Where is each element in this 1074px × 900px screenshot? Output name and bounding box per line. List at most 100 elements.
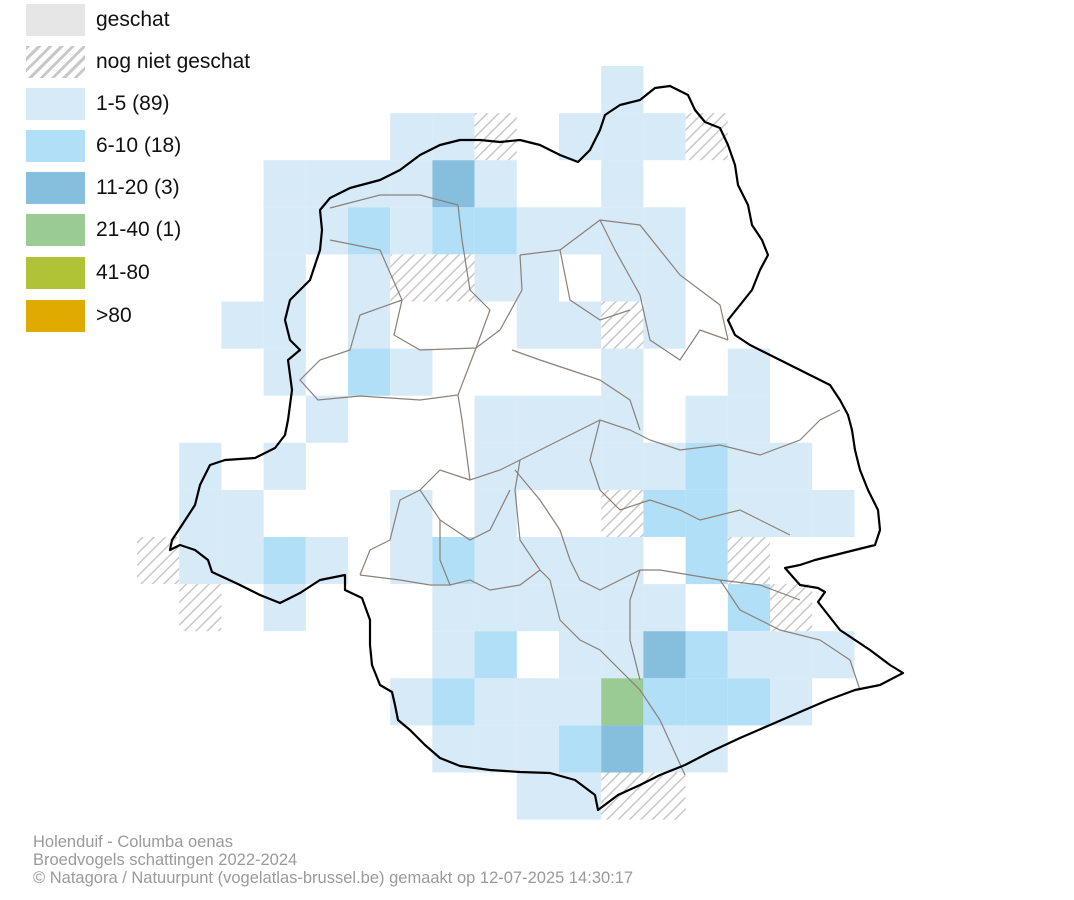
grid-cell-1-5 xyxy=(727,442,770,490)
grid-cell-6-10 xyxy=(685,442,728,490)
grid-cell-1-5 xyxy=(179,537,222,585)
grid-cell-not-estimated xyxy=(390,254,433,302)
grid-cell-6-10 xyxy=(643,678,686,726)
legend-swatch xyxy=(26,46,85,78)
grid-cell-6-10 xyxy=(432,678,475,726)
legend-swatch xyxy=(26,257,85,289)
grid-cell-1-5 xyxy=(474,584,517,632)
grid-cell-1-5 xyxy=(263,207,306,255)
grid-cell-1-5 xyxy=(601,207,644,255)
grid-cell-1-5 xyxy=(516,254,559,302)
grid-cell-6-10 xyxy=(263,537,306,585)
grid-cell-1-5 xyxy=(727,489,770,537)
grid-cell-1-5 xyxy=(516,395,559,443)
grid-cell-1-5 xyxy=(559,442,602,490)
legend-item-11-20: 11-20 (3) xyxy=(26,172,326,204)
map-credits: Holenduif - Columba oenas Broedvogels sc… xyxy=(33,833,633,887)
grid-cell-1-5 xyxy=(474,160,517,208)
grid-cell-1-5 xyxy=(601,160,644,208)
grid-cell-1-5 xyxy=(559,678,602,726)
grid-cell-1-5 xyxy=(601,631,644,679)
grid-cell-6-10 xyxy=(685,631,728,679)
grid-cell-1-5 xyxy=(516,301,559,349)
grid-cell-6-10 xyxy=(685,537,728,585)
grid-cell-1-5 xyxy=(474,537,517,585)
grid-cell-11-20 xyxy=(432,160,475,208)
grid-cell-1-5 xyxy=(263,160,306,208)
grid-cell-1-5 xyxy=(812,631,855,679)
grid-cell-1-5 xyxy=(516,772,559,820)
grid-cell-1-5 xyxy=(348,254,391,302)
grid-cell-1-5 xyxy=(559,631,602,679)
grid-cell-1-5 xyxy=(643,584,686,632)
grid-cell-1-5 xyxy=(559,584,602,632)
legend-label: >80 xyxy=(96,304,132,327)
grid-cell-1-5 xyxy=(474,395,517,443)
grid-cell-not-estimated xyxy=(474,113,517,161)
grid-cell-1-5 xyxy=(643,442,686,490)
grid-cell-1-5 xyxy=(559,537,602,585)
grid-cell-not-estimated xyxy=(179,584,222,632)
grid-cell-1-5 xyxy=(559,207,602,255)
grid-cell-1-5 xyxy=(770,678,813,726)
grid-cell-1-5 xyxy=(305,207,348,255)
grid-cell-6-10 xyxy=(432,207,475,255)
grid-cell-1-5 xyxy=(643,301,686,349)
grid-cell-1-5 xyxy=(601,113,644,161)
region-outline xyxy=(168,84,905,812)
grid-cell-1-5 xyxy=(305,395,348,443)
grid-cell-1-5 xyxy=(770,442,813,490)
grid-cell-6-10 xyxy=(685,489,728,537)
grid-cell-1-5 xyxy=(770,489,813,537)
grid-cell-1-5 xyxy=(643,725,686,773)
grid-cell-1-5 xyxy=(559,395,602,443)
legend-item-not-estimated: nog niet geschat xyxy=(26,46,326,78)
grid-cell-1-5 xyxy=(685,725,728,773)
grid-cell-1-5 xyxy=(474,489,517,537)
legend-swatch xyxy=(26,214,85,246)
grid-cell-1-5 xyxy=(559,301,602,349)
grid-cell-1-5 xyxy=(727,395,770,443)
legend-item-41-80: 41-80 xyxy=(26,257,326,289)
grid-cell-1-5 xyxy=(432,113,475,161)
grid-cell-1-5 xyxy=(263,301,306,349)
grid-cell-1-5 xyxy=(685,395,728,443)
grid-cell-not-estimated xyxy=(137,537,180,585)
grid-cell-6-10 xyxy=(685,678,728,726)
legend-label: 21-40 (1) xyxy=(96,218,182,241)
grid-cell-1-5 xyxy=(643,254,686,302)
legend-item-6-10: 6-10 (18) xyxy=(26,130,326,162)
legend-swatch xyxy=(26,88,85,120)
legend-label: geschat xyxy=(96,8,170,31)
grid-cell-6-10 xyxy=(643,489,686,537)
legend-label: 11-20 (3) xyxy=(96,176,180,199)
grid-cell-1-5 xyxy=(601,537,644,585)
grid-cell-1-5 xyxy=(516,207,559,255)
grid-cell-1-5 xyxy=(305,537,348,585)
grid-cell-1-5 xyxy=(390,207,433,255)
grid-cell-1-5 xyxy=(390,678,433,726)
grid-cell-1-5 xyxy=(348,301,391,349)
legend-label: nog niet geschat xyxy=(96,50,251,73)
legend-swatch xyxy=(26,300,85,332)
grid-cell-1-5 xyxy=(263,584,306,632)
grid-cell-6-10 xyxy=(348,348,391,396)
grid-cell-6-10 xyxy=(474,631,517,679)
commune-boundaries xyxy=(299,194,861,776)
legend-swatch xyxy=(26,172,85,204)
grid-cell-6-10 xyxy=(727,678,770,726)
grid-cell-1-5 xyxy=(770,631,813,679)
grid-cell-1-5 xyxy=(601,442,644,490)
grid-cell-1-5 xyxy=(727,631,770,679)
grid-cell-1-5 xyxy=(432,584,475,632)
grid-cell-1-5 xyxy=(221,537,264,585)
grid-cell-11-20 xyxy=(643,631,686,679)
legend-label: 6-10 (18) xyxy=(96,134,182,157)
grid-cell-1-5 xyxy=(727,348,770,396)
grid-cell-1-5 xyxy=(559,113,602,161)
grid-cell-1-5 xyxy=(390,537,433,585)
grid-cell-6-10 xyxy=(727,584,770,632)
grid-cell-1-5 xyxy=(179,489,222,537)
legend-swatch xyxy=(26,4,85,36)
grid-cell-1-5 xyxy=(601,584,644,632)
